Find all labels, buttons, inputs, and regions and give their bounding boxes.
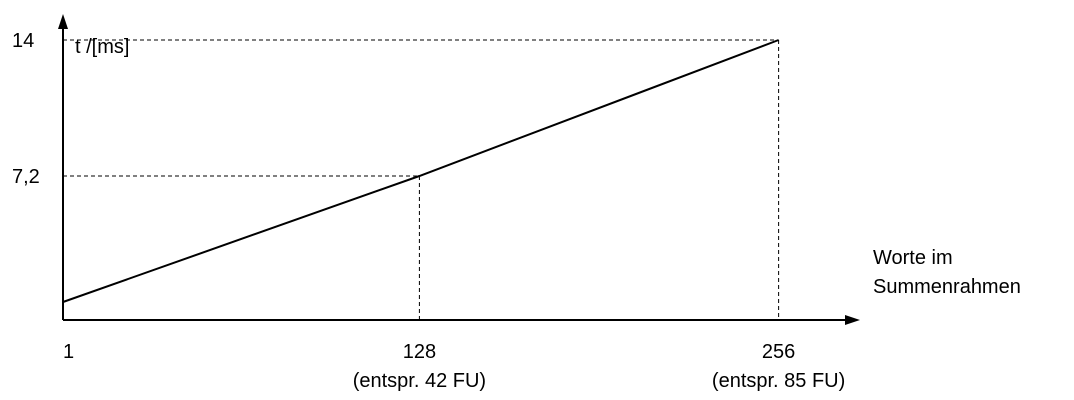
y-tick-label: 14 xyxy=(12,30,34,52)
x-tick-label: 1 xyxy=(63,341,74,363)
series-line xyxy=(62,39,779,303)
y-axis-arrow xyxy=(58,14,68,29)
series-layer xyxy=(62,39,779,303)
y-tick-label: 7,2 xyxy=(12,166,40,188)
x-axis-label-line-1: Worte im xyxy=(873,247,953,269)
x-axis-label-line-2: Summenrahmen xyxy=(873,276,1021,298)
x-axis-arrow xyxy=(845,315,860,325)
guide-lines xyxy=(63,39,780,320)
x-tick-sublabel: (entspr. 42 FU) xyxy=(353,370,486,392)
axes xyxy=(58,14,860,325)
x-tick-sublabel: (entspr. 85 FU) xyxy=(712,370,845,392)
tick-labels: 1 128 (entspr. 42 FU) 256 (entspr. 85 FU) 7,2… xyxy=(12,30,845,392)
x-tick-label: 256 xyxy=(762,341,795,363)
y-axis-label: t /[ms] xyxy=(75,36,129,58)
x-tick-label: 128 xyxy=(403,341,436,363)
